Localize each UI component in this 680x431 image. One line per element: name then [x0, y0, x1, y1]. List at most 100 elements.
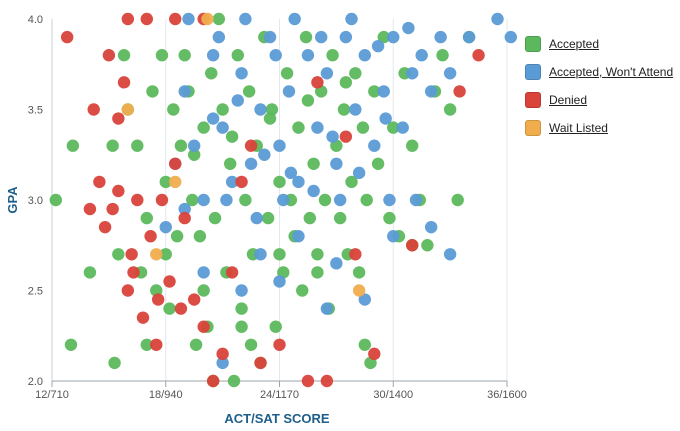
- data-point-s1-19[interactable]: [349, 103, 362, 116]
- data-point-s2-4[interactable]: [102, 49, 116, 62]
- data-point-s1-20[interactable]: [358, 49, 372, 62]
- data-point-s1-37[interactable]: [288, 12, 301, 26]
- data-point-s2-0[interactable]: [60, 30, 74, 44]
- data-point-s2-6[interactable]: [117, 76, 131, 89]
- data-point-s1-46[interactable]: [333, 193, 347, 207]
- legend-item-denied[interactable]: Denied: [525, 86, 673, 114]
- data-point-s1-29[interactable]: [443, 67, 457, 80]
- data-point-s0-77[interactable]: [406, 139, 419, 152]
- data-point-s0-4[interactable]: [106, 139, 119, 152]
- data-point-s1-34[interactable]: [212, 30, 226, 44]
- data-point-s0-86[interactable]: [263, 112, 277, 125]
- data-point-s0-67[interactable]: [356, 121, 370, 134]
- data-point-s0-61[interactable]: [333, 211, 347, 225]
- data-point-s1-14[interactable]: [301, 49, 315, 62]
- data-point-s1-42[interactable]: [220, 193, 233, 207]
- data-point-s1-30[interactable]: [462, 30, 476, 44]
- data-point-s0-87[interactable]: [301, 94, 315, 107]
- data-point-s2-9[interactable]: [131, 193, 144, 207]
- data-point-s1-38[interactable]: [315, 30, 328, 44]
- data-point-s0-27[interactable]: [205, 67, 218, 80]
- data-point-s0-82[interactable]: [443, 103, 457, 116]
- data-point-s0-37[interactable]: [242, 85, 256, 98]
- data-point-s0-34[interactable]: [231, 49, 244, 62]
- data-point-s0-96[interactable]: [244, 338, 258, 351]
- data-point-s1-65[interactable]: [258, 148, 271, 161]
- data-point-s1-62[interactable]: [178, 202, 191, 216]
- data-point-s2-11[interactable]: [144, 230, 157, 243]
- data-point-s0-92[interactable]: [235, 320, 248, 333]
- data-point-s1-63[interactable]: [206, 112, 220, 125]
- data-point-s1-45[interactable]: [307, 184, 320, 198]
- data-point-s0-54[interactable]: [307, 157, 320, 170]
- data-point-s0-12[interactable]: [146, 85, 159, 98]
- data-point-s0-9[interactable]: [131, 139, 144, 152]
- legend-item-accepted-wont-attend[interactable]: Accepted, Won't Attend: [525, 58, 673, 86]
- data-point-s0-98[interactable]: [140, 338, 153, 351]
- data-point-s1-33[interactable]: [182, 12, 195, 26]
- data-point-s1-3[interactable]: [197, 193, 210, 207]
- data-point-s2-31[interactable]: [140, 12, 153, 26]
- data-point-s1-40[interactable]: [371, 39, 385, 53]
- data-point-s1-16[interactable]: [320, 67, 334, 80]
- data-point-s0-29[interactable]: [212, 12, 226, 26]
- data-point-s2-21[interactable]: [225, 266, 239, 279]
- data-point-s0-30[interactable]: [216, 103, 229, 116]
- data-point-s1-26[interactable]: [415, 49, 428, 62]
- data-point-s1-11[interactable]: [273, 139, 286, 152]
- data-point-s2-3[interactable]: [98, 220, 112, 234]
- data-point-s0-83[interactable]: [451, 193, 464, 207]
- data-point-s2-17[interactable]: [187, 293, 201, 306]
- data-point-s0-57[interactable]: [318, 193, 332, 207]
- data-point-s0-62[interactable]: [337, 103, 351, 116]
- data-point-s0-16[interactable]: [163, 302, 176, 315]
- data-point-s2-27[interactable]: [349, 248, 362, 261]
- data-point-s1-69[interactable]: [379, 112, 392, 125]
- data-point-s0-22[interactable]: [186, 193, 199, 207]
- data-point-s0-17[interactable]: [167, 103, 180, 116]
- data-point-s2-35[interactable]: [311, 76, 324, 89]
- data-point-s0-89[interactable]: [339, 76, 353, 89]
- data-point-s1-2[interactable]: [187, 139, 201, 152]
- data-point-s0-1[interactable]: [66, 139, 80, 152]
- data-point-s2-39[interactable]: [106, 202, 119, 216]
- data-point-s2-12[interactable]: [150, 338, 163, 351]
- data-point-s1-12[interactable]: [282, 85, 296, 98]
- data-point-s1-23[interactable]: [387, 30, 400, 44]
- data-point-s2-29[interactable]: [406, 239, 419, 252]
- data-point-s2-2[interactable]: [93, 175, 106, 189]
- data-point-s1-22[interactable]: [377, 85, 390, 98]
- data-point-s1-27[interactable]: [424, 85, 438, 98]
- data-point-s0-33[interactable]: [227, 374, 241, 388]
- data-point-s2-8[interactable]: [125, 248, 138, 261]
- data-point-s0-90[interactable]: [159, 248, 172, 261]
- data-point-s0-68[interactable]: [360, 193, 373, 207]
- data-point-s2-16[interactable]: [178, 211, 191, 225]
- data-point-s0-6[interactable]: [112, 248, 125, 261]
- data-point-s1-39[interactable]: [345, 12, 358, 26]
- data-point-s1-59[interactable]: [443, 248, 457, 261]
- data-point-s2-19[interactable]: [206, 374, 220, 388]
- data-point-s2-23[interactable]: [254, 356, 267, 370]
- data-point-s0-85[interactable]: [225, 130, 239, 143]
- data-point-s2-28[interactable]: [368, 347, 381, 361]
- data-point-s1-52[interactable]: [358, 293, 372, 306]
- data-point-s0-32[interactable]: [224, 157, 237, 170]
- data-point-s1-13[interactable]: [292, 175, 305, 189]
- data-point-s2-43[interactable]: [83, 202, 97, 216]
- data-point-s1-1[interactable]: [178, 85, 191, 98]
- data-point-s2-24[interactable]: [273, 338, 286, 351]
- data-point-s1-32[interactable]: [504, 30, 517, 44]
- data-point-s2-41[interactable]: [151, 293, 165, 306]
- data-point-s0-14[interactable]: [155, 49, 169, 62]
- data-point-s2-7[interactable]: [121, 284, 135, 297]
- data-point-s2-32[interactable]: [169, 12, 182, 26]
- data-point-s1-25[interactable]: [406, 67, 419, 80]
- data-point-s0-73[interactable]: [383, 211, 396, 225]
- data-point-s1-7[interactable]: [235, 67, 248, 80]
- data-point-s0-25[interactable]: [197, 121, 210, 134]
- data-point-s3-2[interactable]: [201, 12, 214, 26]
- data-point-s0-59[interactable]: [326, 49, 339, 62]
- data-point-s3-4[interactable]: [352, 284, 366, 297]
- data-point-s0-18[interactable]: [170, 230, 184, 243]
